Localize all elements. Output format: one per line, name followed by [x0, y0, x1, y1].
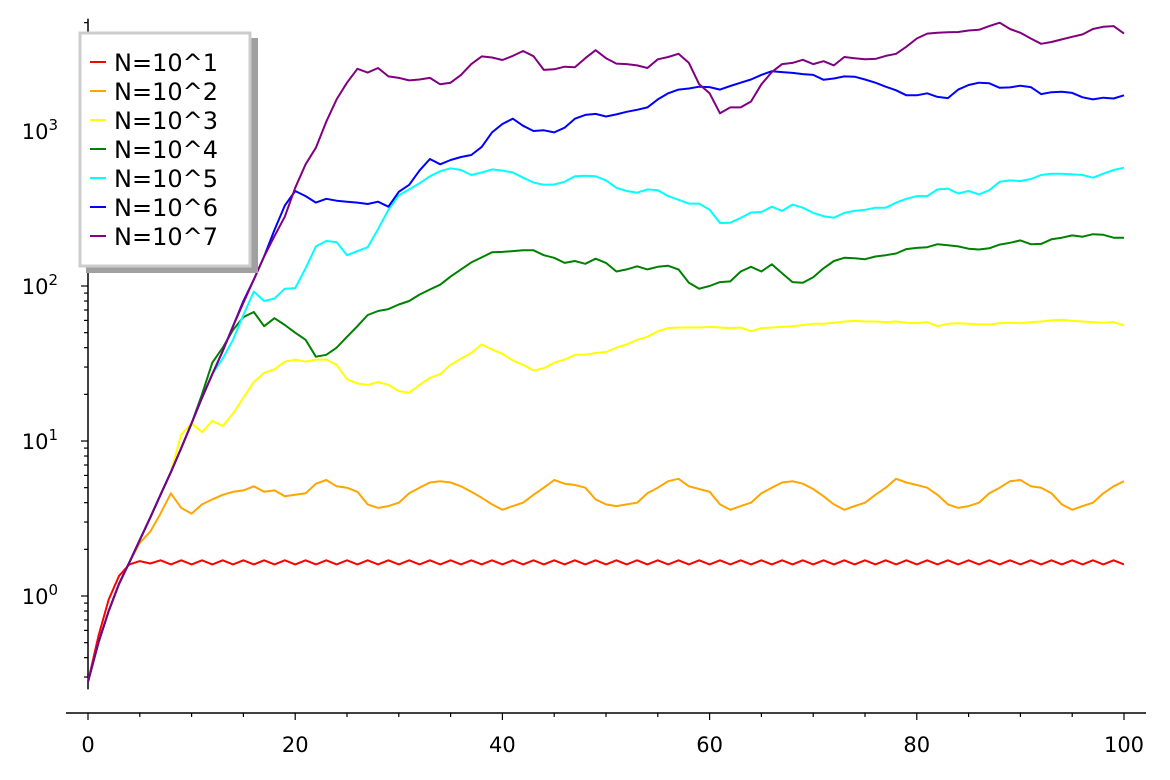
legend: N=10^1N=10^2N=10^3N=10^4N=10^5N=10^6N=10… — [78, 31, 258, 273]
x-tick-label: 100 — [1104, 733, 1144, 757]
y-tick-label: 103 — [22, 116, 58, 144]
y-axis-ticks: 100 101 102 103 — [22, 22, 88, 678]
series-line-2 — [87, 477, 1125, 682]
legend-label: N=10^7 — [114, 223, 218, 251]
legend-label: N=10^1 — [114, 49, 218, 77]
legend-label: N=10^5 — [114, 165, 218, 193]
series-line-1 — [87, 559, 1125, 682]
x-tick-label: 60 — [696, 733, 723, 757]
legend-label: N=10^6 — [114, 194, 218, 222]
series-line-7 — [87, 21, 1125, 682]
x-tick-label: 20 — [282, 733, 309, 757]
series-line-3 — [87, 318, 1125, 682]
y-tick-label: 101 — [22, 426, 58, 454]
x-tick-label: 0 — [81, 733, 94, 757]
legend-box — [78, 31, 252, 268]
y-tick-label: 102 — [22, 271, 58, 299]
x-tick-label: 80 — [903, 733, 930, 757]
x-tick-label: 40 — [489, 733, 516, 757]
series-lines — [87, 21, 1125, 682]
y-tick-label: 100 — [22, 581, 58, 609]
legend-label: N=10^2 — [114, 78, 218, 106]
legend-label: N=10^3 — [114, 107, 218, 135]
series-line-4 — [87, 233, 1124, 682]
x-axis-ticks: 0 20 40 60 80 100 — [81, 713, 1144, 757]
series-line-5 — [87, 166, 1125, 682]
legend-label: N=10^4 — [114, 136, 218, 164]
